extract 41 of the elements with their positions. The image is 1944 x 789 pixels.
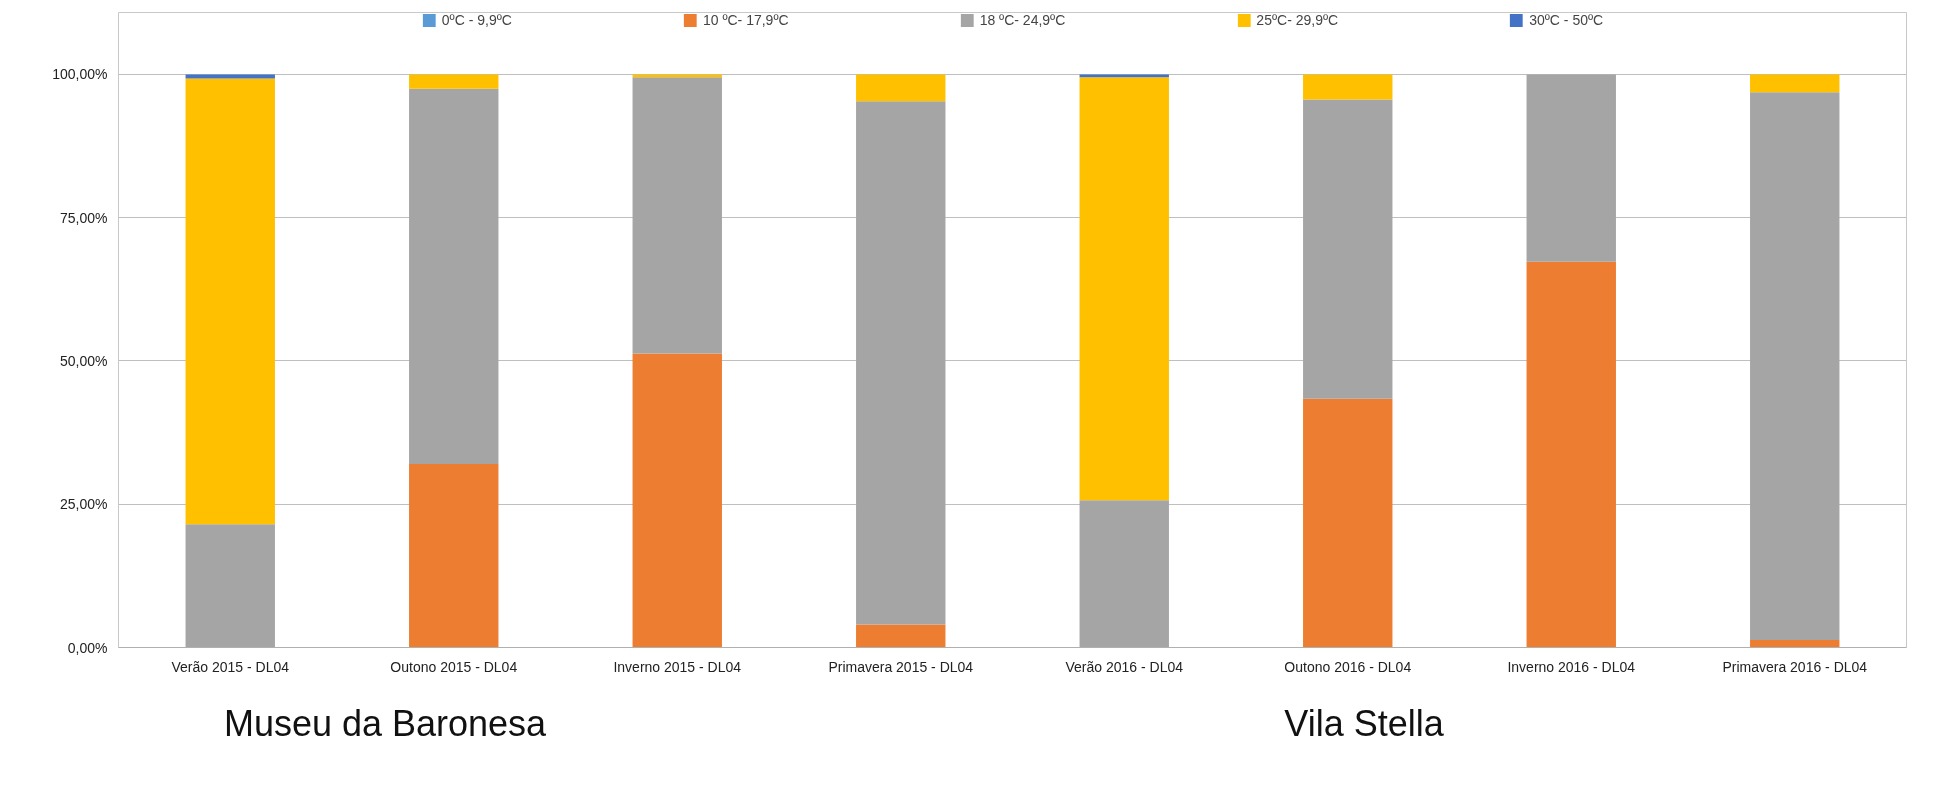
legend-label: 10 ºC- 17,9ºC [702, 12, 789, 28]
x-tick-label: Verão 2016 - DL04 [1065, 658, 1184, 675]
bar [409, 74, 499, 89]
bar [856, 74, 946, 102]
bar [1303, 398, 1393, 648]
bar [632, 77, 722, 354]
x-tick-label: Primavera 2015 - DL04 [828, 658, 974, 675]
legend-label: 18 ºC- 24,9ºC [979, 12, 1066, 28]
y-tick-label: 25,00% [60, 496, 108, 513]
bar [632, 74, 722, 78]
bar [1750, 640, 1840, 648]
bar [1526, 74, 1616, 262]
y-tick-label: 50,00% [60, 352, 108, 369]
y-tick-label: 75,00% [60, 209, 108, 226]
bar [856, 624, 946, 648]
bar [1079, 74, 1169, 78]
text: Vila Stella [1284, 702, 1444, 746]
bar [1079, 77, 1169, 501]
x-tick-label: Primavera 2016 - DL04 [1722, 658, 1868, 675]
bar [1303, 74, 1393, 100]
bar [409, 88, 499, 465]
bar [856, 101, 946, 625]
bar [1303, 99, 1393, 399]
legend-label: 25ºC- 29,9ºC [1256, 12, 1339, 28]
legend-label: 30ºC - 50ºC [1529, 12, 1604, 28]
x-tick-label: Inverno 2016 - DL04 [1507, 658, 1636, 675]
x-tick-label: Outono 2016 - DL04 [1284, 658, 1412, 675]
legend-label: 0ºC - 9,9ºC [441, 12, 512, 28]
x-tick-label: Inverno 2015 - DL04 [613, 658, 742, 675]
y-tick-label: 100,00% [52, 66, 108, 83]
y-tick-label: 0,00% [67, 639, 108, 656]
bar [1750, 74, 1840, 93]
bar [632, 353, 722, 648]
bar [1750, 92, 1840, 641]
x-tick-label: Outono 2015 - DL04 [390, 658, 518, 675]
x-tick-label: Verão 2015 - DL04 [171, 658, 290, 675]
bar [185, 78, 275, 525]
bar [1526, 261, 1616, 648]
bar [409, 464, 499, 648]
text: Museu da Baronesa [223, 702, 547, 746]
bar [185, 74, 275, 79]
